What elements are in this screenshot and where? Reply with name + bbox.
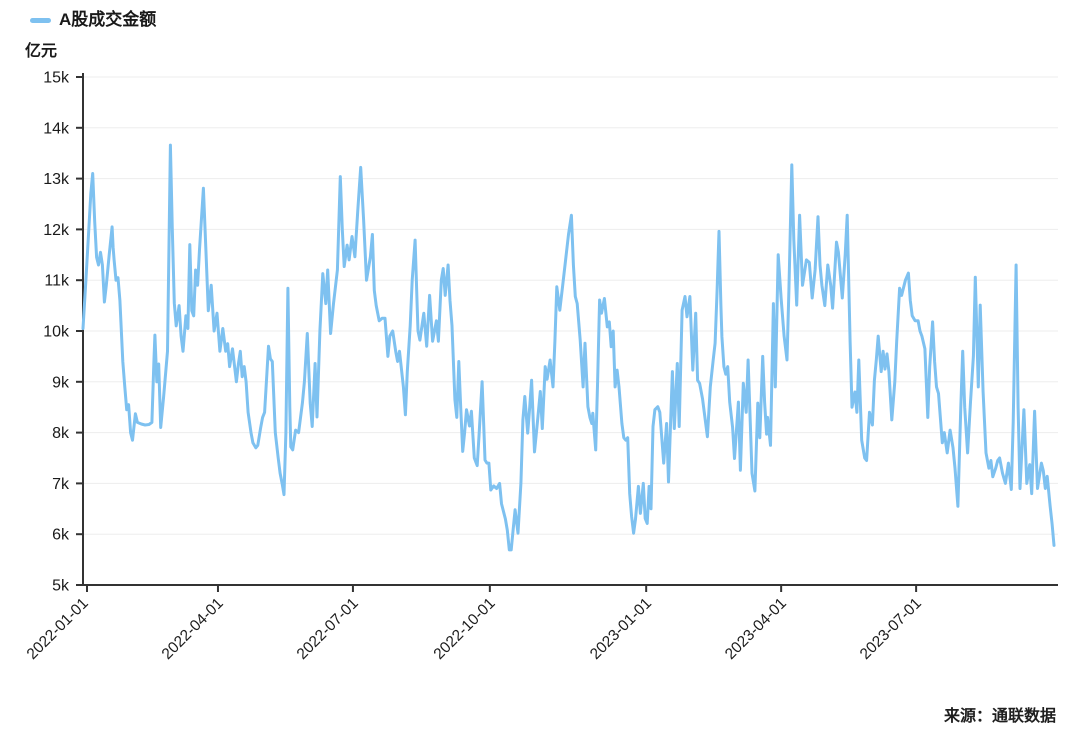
y-tick-label: 5k: [52, 578, 70, 595]
y-tick-label: 7k: [52, 476, 70, 493]
y-tick-label: 14k: [43, 120, 70, 137]
y-tick-label: 15k: [43, 70, 70, 87]
y-tick-label: 10k: [43, 324, 70, 341]
y-tick-label: 8k: [52, 425, 70, 442]
y-axis-unit-label: 亿元: [25, 43, 58, 60]
y-tick-label: 6k: [52, 527, 70, 544]
series-line: [81, 143, 1056, 552]
legend-label: A股成交金额: [59, 10, 157, 29]
y-tick-label: 9k: [52, 374, 70, 391]
x-tick-label: 2022-07-01: [294, 595, 362, 663]
x-tick-label: 2023-07-01: [857, 595, 925, 663]
y-tick-label: 13k: [43, 171, 70, 188]
legend-line-swatch: [30, 17, 51, 23]
x-tick-label: 2022-10-01: [431, 595, 499, 663]
legend[interactable]: A股成交金额: [30, 9, 156, 31]
source-label: 来源：通联数据: [943, 708, 1056, 725]
x-tick-label: 2022-04-01: [159, 595, 227, 663]
x-tick-label: 2022-01-01: [24, 595, 92, 663]
y-tick-label: 12k: [43, 222, 70, 239]
y-tick-label: 11k: [44, 273, 70, 290]
x-tick-label: 2023-01-01: [587, 595, 655, 663]
x-tick-label: 2023-04-01: [722, 595, 790, 663]
